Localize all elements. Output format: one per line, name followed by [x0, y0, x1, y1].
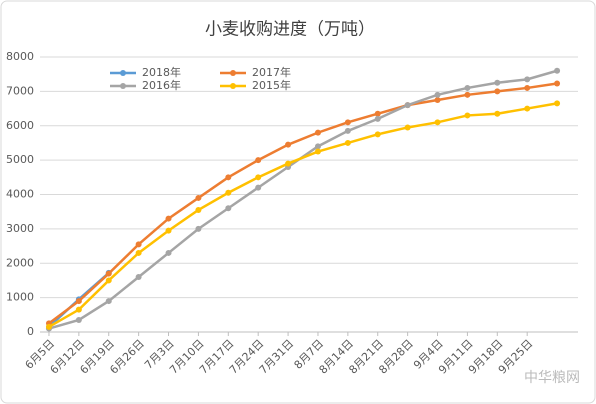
- point: [314, 148, 321, 155]
- point: [45, 323, 52, 330]
- point: [464, 84, 471, 91]
- legend-label: 2017年: [252, 65, 291, 79]
- point: [195, 225, 202, 232]
- point: [404, 102, 411, 109]
- point: [344, 119, 351, 126]
- point: [554, 67, 561, 74]
- point: [255, 157, 262, 164]
- point: [75, 306, 82, 313]
- point: [554, 100, 561, 107]
- point: [285, 141, 292, 148]
- point: [434, 91, 441, 98]
- point: [165, 227, 172, 234]
- chart-title: 小麦收购进度（万吨）: [205, 20, 375, 40]
- point: [374, 115, 381, 122]
- point: [165, 249, 172, 256]
- point: [225, 189, 232, 196]
- legend-label: 2018年: [142, 65, 181, 79]
- y-tick-label: 6000: [6, 119, 34, 132]
- point: [285, 160, 292, 167]
- point: [494, 88, 501, 95]
- point: [195, 194, 202, 201]
- point: [434, 96, 441, 103]
- point: [195, 206, 202, 213]
- legend-marker: [120, 83, 126, 89]
- point: [314, 129, 321, 136]
- point: [494, 110, 501, 117]
- point: [494, 79, 501, 86]
- point: [524, 76, 531, 83]
- y-tick-label: 0: [27, 325, 34, 338]
- y-tick-label: 7000: [6, 84, 34, 97]
- point: [554, 80, 561, 87]
- point: [165, 215, 172, 222]
- point: [75, 298, 82, 305]
- point: [464, 112, 471, 119]
- point: [255, 174, 262, 181]
- point: [404, 124, 411, 131]
- y-tick-label: 1000: [6, 291, 34, 304]
- point: [255, 184, 262, 191]
- point: [105, 298, 112, 305]
- point: [464, 91, 471, 98]
- legend-label: 2016年: [142, 78, 181, 92]
- point: [344, 127, 351, 134]
- point: [105, 277, 112, 284]
- y-tick-label: 4000: [6, 188, 34, 201]
- watermark: 中华粮网: [524, 370, 580, 386]
- legend-marker: [230, 83, 236, 89]
- point: [374, 110, 381, 117]
- point: [524, 84, 531, 91]
- legend-marker: [120, 70, 126, 76]
- point: [225, 205, 232, 212]
- point: [314, 143, 321, 150]
- point: [135, 274, 142, 280]
- legend-marker: [230, 70, 236, 76]
- point: [374, 131, 381, 138]
- point: [105, 270, 112, 277]
- point: [135, 241, 142, 248]
- y-tick-label: 8000: [6, 50, 34, 63]
- point: [434, 119, 441, 126]
- point: [75, 316, 82, 323]
- point: [524, 105, 531, 112]
- series-line: [48, 102, 558, 328]
- point: [135, 249, 142, 256]
- legend-label: 2015年: [252, 78, 291, 92]
- series-line: [48, 82, 558, 325]
- point: [344, 139, 351, 146]
- point: [225, 174, 232, 181]
- y-tick-label: 2000: [6, 256, 34, 269]
- y-tick-label: 3000: [6, 222, 34, 235]
- y-tick-label: 5000: [6, 153, 34, 166]
